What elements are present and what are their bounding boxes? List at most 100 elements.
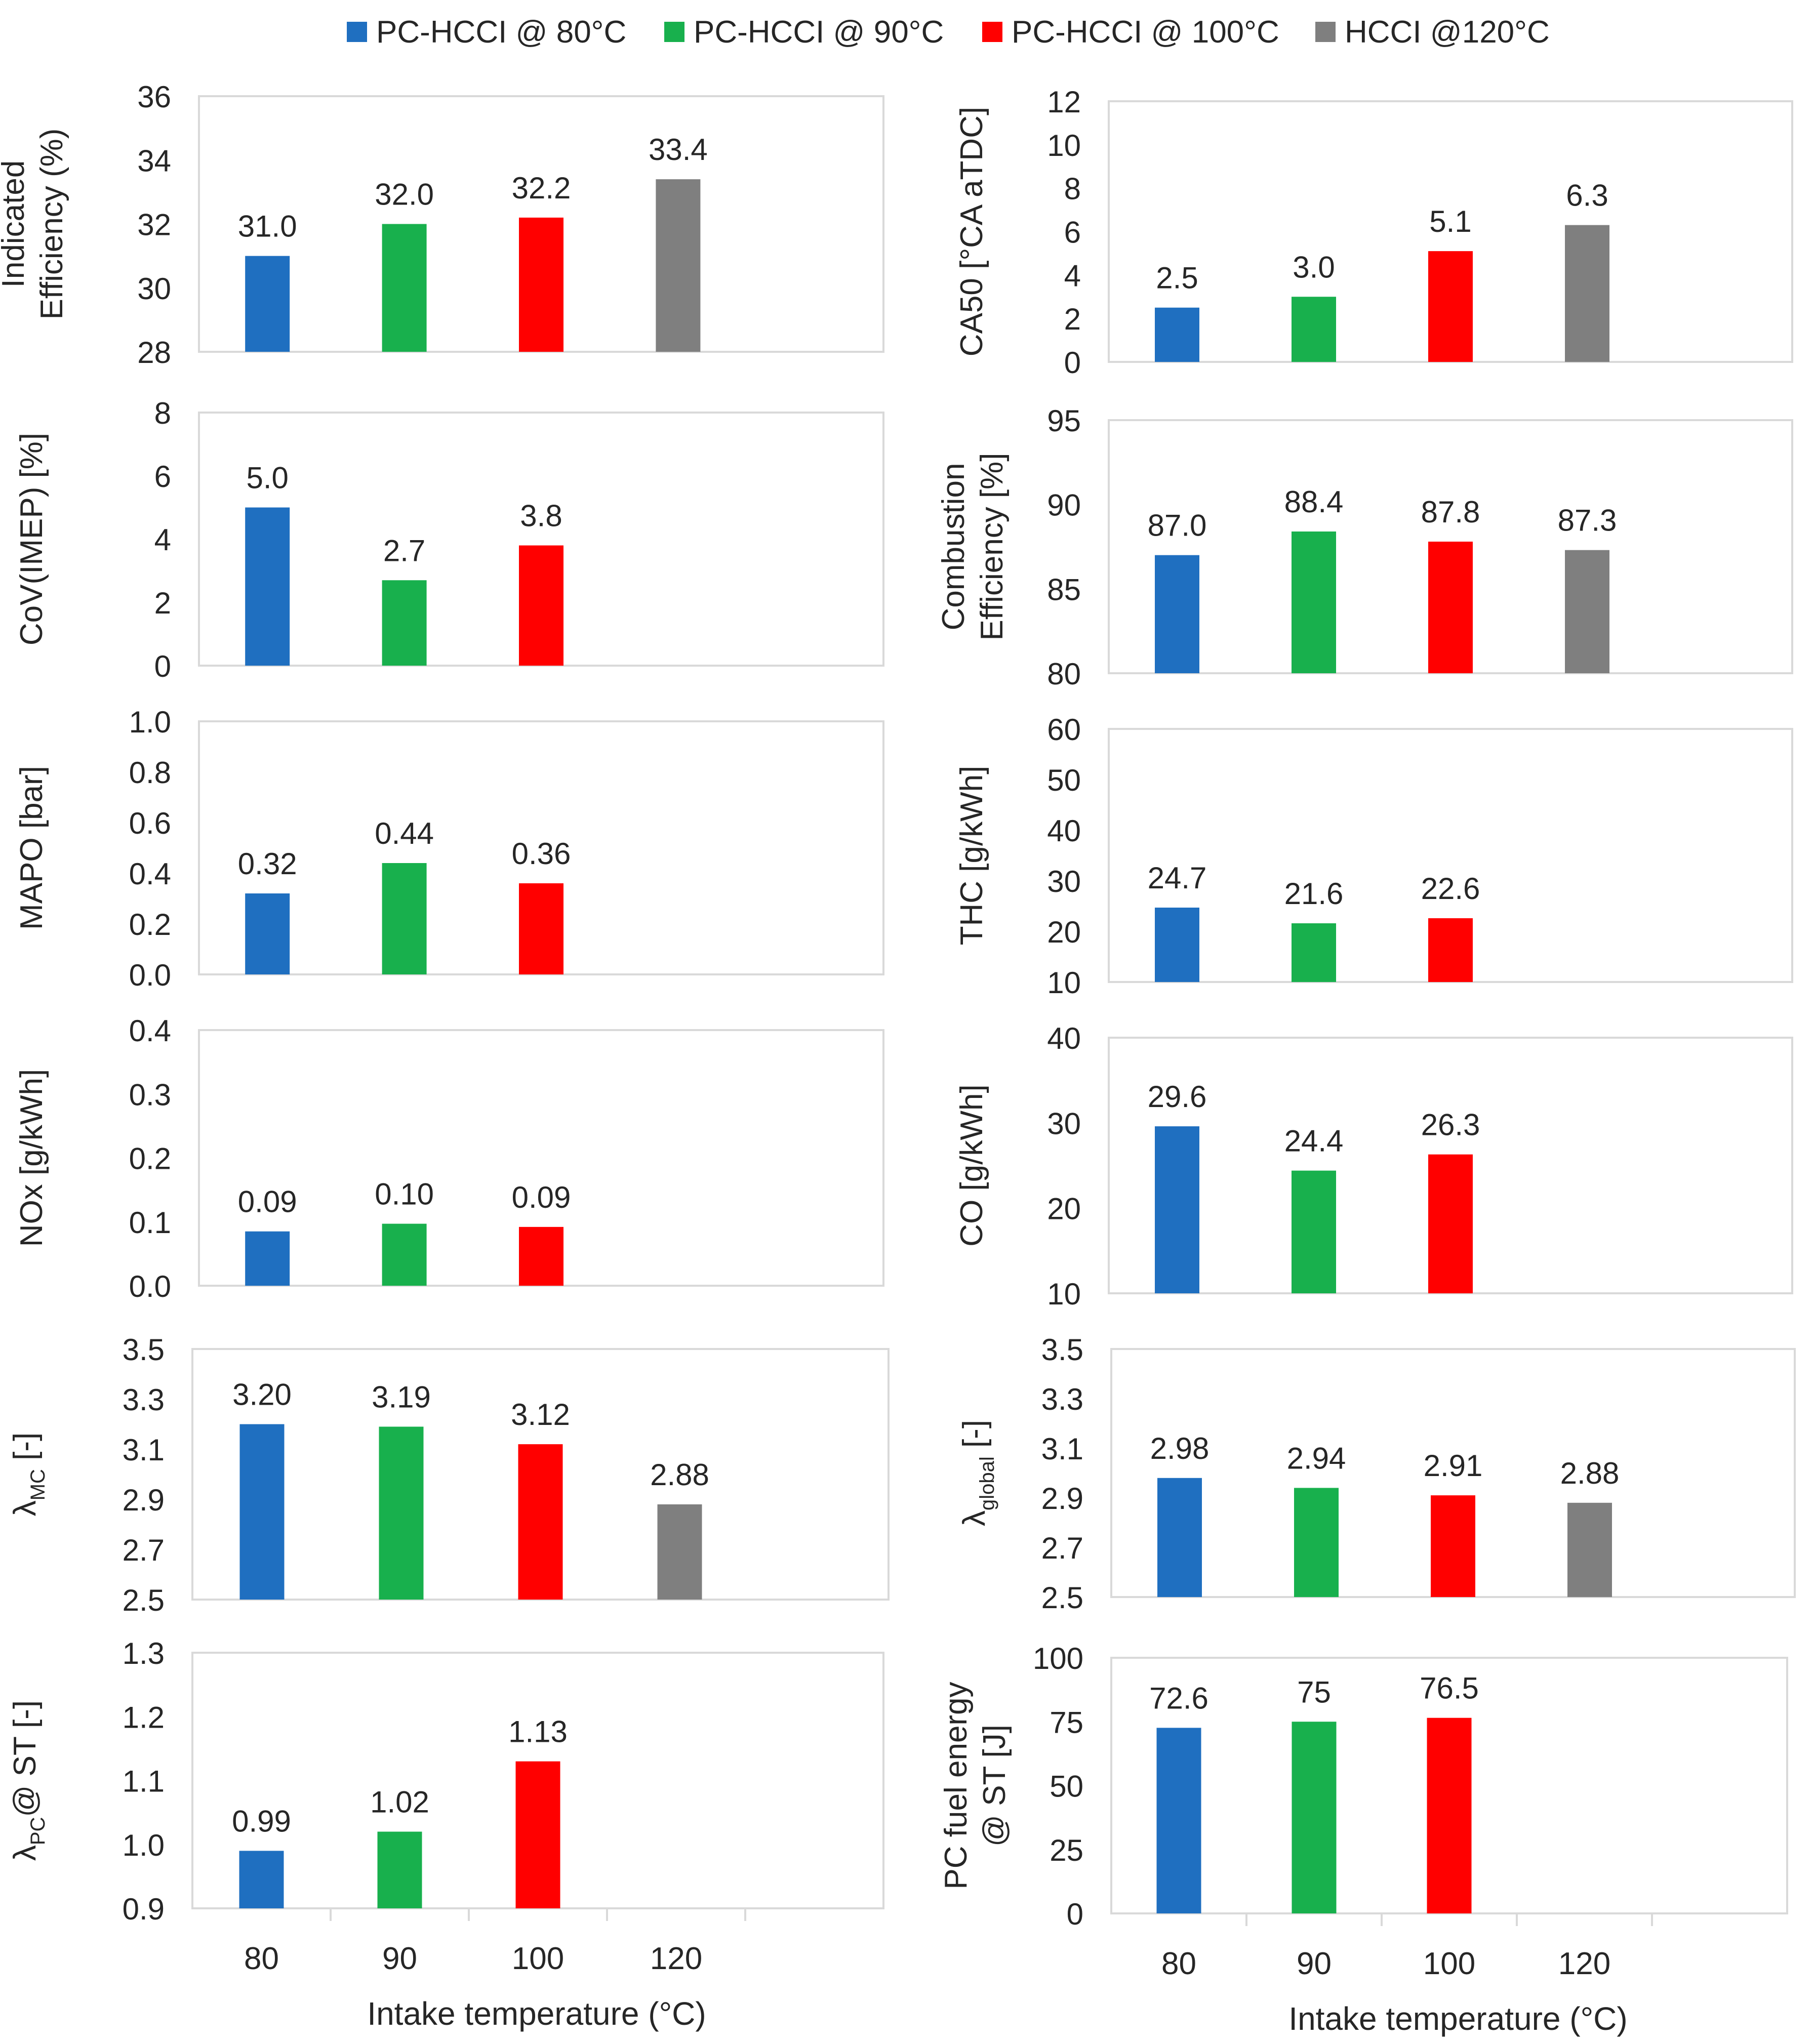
data-label: 22.6 xyxy=(1421,872,1480,906)
y-axis-label: CO [g/kWh] xyxy=(954,1084,989,1246)
y-tick-label: 0.9 xyxy=(123,1892,165,1926)
bar-80 xyxy=(1155,307,1199,362)
data-label: 76.5 xyxy=(1420,1671,1479,1705)
y-tick-label: 30 xyxy=(137,272,171,306)
y-tick-label: 4 xyxy=(154,523,171,557)
y-tick-label: 8 xyxy=(154,396,171,430)
data-label: 32.0 xyxy=(375,178,434,212)
bar-90 xyxy=(382,863,427,974)
bar-80 xyxy=(1156,1728,1201,1913)
bar-100 xyxy=(519,545,563,666)
chart-panel-6: 10 20 30 40 50 60 24.7 21.6 22.6 THC [g/kWh] xyxy=(954,713,1793,1000)
y-tick-label: 10 xyxy=(1047,966,1081,1000)
data-label: 0.10 xyxy=(375,1177,434,1211)
legend-item-hcci-120: HCCI @120°C xyxy=(1315,14,1550,50)
bar-90 xyxy=(1292,1722,1337,1913)
y-tick-label: 3.1 xyxy=(123,1433,165,1467)
legend-swatch-green xyxy=(664,22,684,42)
data-label: 24.7 xyxy=(1148,861,1207,895)
y-axis-label-line: Indicated xyxy=(0,160,31,288)
y-axis-label-line: @ ST [J] xyxy=(977,1725,1012,1847)
bar-90 xyxy=(382,1223,427,1286)
bar-90 xyxy=(1292,1170,1336,1293)
chart-panel-10: 2.5 2.7 2.9 3.1 3.3 3.5 2.98 2.94 2.91 2.88 λgloba… xyxy=(957,1333,1796,1615)
y-tick-label: 2.5 xyxy=(1041,1581,1083,1615)
bar-100 xyxy=(1427,1718,1472,1913)
data-label: 1.13 xyxy=(508,1715,568,1749)
x-tick-label: 120 xyxy=(650,1941,702,1976)
y-tick-label: 1.3 xyxy=(123,1637,165,1670)
x-tick-label: 90 xyxy=(1297,1946,1332,1981)
data-label: 6.3 xyxy=(1566,179,1608,213)
y-tick-label: 0.3 xyxy=(129,1078,171,1112)
y-tick-label: 30 xyxy=(1047,1107,1081,1140)
x-tick-label: 100 xyxy=(1423,1946,1475,1981)
y-axis-label-subscript: PC xyxy=(27,1817,49,1846)
y-axis-label: λMC [-] xyxy=(8,1433,49,1517)
data-label: 75 xyxy=(1297,1675,1331,1709)
y-tick-label: 3.1 xyxy=(1041,1432,1083,1466)
chart-panel-7: 0.0 0.1 0.2 0.3 0.4 0.09 0.10 0.09 NOx [g/kWh] xyxy=(14,1014,884,1303)
y-tick-label: 60 xyxy=(1047,713,1081,747)
y-tick-label: 0.1 xyxy=(129,1206,171,1240)
y-axis-label-line: Efficiency [%] xyxy=(975,453,1010,640)
y-tick-label: 90 xyxy=(1047,488,1081,522)
data-label: 0.09 xyxy=(238,1185,297,1219)
data-label: 3.8 xyxy=(520,499,562,533)
y-tick-label: 10 xyxy=(1047,1277,1081,1311)
x-axis-title-left: Intake temperature (°C) xyxy=(367,1995,706,2032)
data-label: 88.4 xyxy=(1284,485,1344,519)
data-label: 2.88 xyxy=(650,1458,709,1492)
bar-120 xyxy=(656,179,701,352)
y-tick-label: 0.6 xyxy=(129,806,171,840)
y-axis-label: MAPO [bar] xyxy=(14,766,49,930)
y-axis-label: CoV(IMEP) [%] xyxy=(14,433,49,645)
bar-90 xyxy=(1292,297,1336,362)
bar-90 xyxy=(379,1426,424,1600)
y-tick-label: 2.7 xyxy=(123,1533,165,1567)
y-axis-label: Combustion Efficiency [%] xyxy=(936,453,1010,640)
bar-90 xyxy=(382,224,427,352)
y-axis-label-symbol: λ xyxy=(8,1845,43,1861)
y-tick-label: 20 xyxy=(1047,1192,1081,1226)
x-tick-label: 90 xyxy=(382,1941,417,1976)
y-tick-label: 30 xyxy=(1047,865,1081,898)
data-label: 2.98 xyxy=(1150,1432,1210,1465)
legend-swatch-gray xyxy=(1315,22,1336,42)
y-tick-label: 0.2 xyxy=(129,1142,171,1176)
chart-panel-5: 0.0 0.2 0.4 0.6 0.8 1.0 0.32 0.44 0.36 MAPO [bar] xyxy=(14,705,884,992)
y-tick-label: 80 xyxy=(1047,657,1081,691)
y-axis-label: CA50 [°CA aTDC] xyxy=(954,107,989,356)
x-tick-label: 120 xyxy=(1558,1946,1610,1981)
data-label: 0.09 xyxy=(512,1180,571,1214)
legend-swatch-blue xyxy=(347,22,367,42)
y-axis-label-subscript: MC xyxy=(27,1469,49,1500)
legend-item-pc-hcci-90: PC-HCCI @ 90°C xyxy=(664,14,944,50)
bar-100 xyxy=(519,217,563,352)
bar-80 xyxy=(1155,555,1199,673)
y-axis-label-subscript: global xyxy=(976,1456,998,1510)
y-tick-label: 40 xyxy=(1047,1021,1081,1055)
data-label: 3.19 xyxy=(372,1380,431,1414)
chart-panel-11: 0.9 1.0 1.1 1.2 1.3 0.99 1.02 1.13 80 90 100 120 λPC… xyxy=(8,1637,884,1976)
data-label: 21.6 xyxy=(1284,877,1344,911)
y-tick-label: 3.5 xyxy=(123,1333,165,1367)
chart-panel-2: 0 2 4 6 8 10 12 2.5 3.0 5.1 6.3 CA50 [°CA aTDC] xyxy=(954,85,1793,380)
y-tick-label: 95 xyxy=(1047,404,1081,438)
y-tick-label: 34 xyxy=(137,144,171,178)
legend-item-pc-hcci-80: PC-HCCI @ 80°C xyxy=(347,14,626,50)
y-tick-label: 75 xyxy=(1050,1705,1083,1739)
data-label: 87.3 xyxy=(1558,504,1617,538)
y-tick-label: 12 xyxy=(1047,85,1081,119)
bar-100 xyxy=(1428,251,1473,362)
bar-80 xyxy=(239,1424,285,1600)
bar-100 xyxy=(518,1444,563,1600)
y-tick-label: 2 xyxy=(1064,302,1081,336)
y-axis-label: NOx [g/kWh] xyxy=(14,1069,49,1247)
y-tick-label: 0 xyxy=(154,649,171,683)
data-label: 24.4 xyxy=(1284,1124,1344,1158)
y-tick-label: 1.0 xyxy=(129,705,171,739)
legend-label: PC-HCCI @ 90°C xyxy=(694,14,944,50)
y-tick-label: 100 xyxy=(1033,1642,1083,1675)
